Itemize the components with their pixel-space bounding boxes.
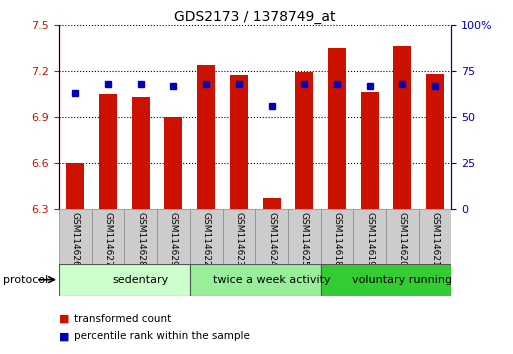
Text: GSM114621: GSM114621 bbox=[430, 212, 440, 266]
Bar bbox=[157, 209, 190, 264]
Text: GSM114629: GSM114629 bbox=[169, 212, 178, 266]
Text: GSM114625: GSM114625 bbox=[300, 212, 309, 266]
Bar bbox=[59, 264, 190, 296]
Bar bbox=[386, 209, 419, 264]
Bar bbox=[393, 46, 411, 209]
Bar bbox=[165, 117, 183, 209]
Bar bbox=[197, 65, 215, 209]
Bar bbox=[190, 209, 223, 264]
Bar bbox=[321, 209, 353, 264]
Bar bbox=[190, 264, 321, 296]
Bar bbox=[99, 94, 117, 209]
Bar bbox=[66, 163, 84, 209]
Bar bbox=[353, 209, 386, 264]
Text: ■: ■ bbox=[59, 331, 69, 341]
Text: sedentary: sedentary bbox=[113, 275, 169, 285]
Bar bbox=[59, 209, 92, 264]
Bar bbox=[321, 264, 451, 296]
Bar bbox=[263, 198, 281, 209]
Text: GSM114618: GSM114618 bbox=[332, 212, 342, 267]
Bar bbox=[419, 209, 451, 264]
Bar bbox=[132, 97, 150, 209]
Text: GSM114628: GSM114628 bbox=[136, 212, 145, 266]
Text: GSM114626: GSM114626 bbox=[71, 212, 80, 266]
Bar bbox=[328, 48, 346, 209]
Text: voluntary running: voluntary running bbox=[352, 275, 452, 285]
Text: GSM114623: GSM114623 bbox=[234, 212, 243, 266]
Text: percentile rank within the sample: percentile rank within the sample bbox=[74, 331, 250, 341]
Bar bbox=[295, 72, 313, 209]
Text: protocol: protocol bbox=[3, 275, 48, 285]
Text: GSM114622: GSM114622 bbox=[202, 212, 211, 266]
Text: GSM114627: GSM114627 bbox=[104, 212, 112, 266]
Text: GSM114624: GSM114624 bbox=[267, 212, 276, 266]
Text: transformed count: transformed count bbox=[74, 314, 172, 324]
Title: GDS2173 / 1378749_at: GDS2173 / 1378749_at bbox=[174, 10, 336, 24]
Bar bbox=[92, 209, 125, 264]
Bar bbox=[255, 209, 288, 264]
Text: ■: ■ bbox=[59, 314, 69, 324]
Bar bbox=[124, 209, 157, 264]
Text: twice a week activity: twice a week activity bbox=[213, 275, 330, 285]
Bar bbox=[230, 75, 248, 209]
Bar bbox=[223, 209, 255, 264]
Bar bbox=[288, 209, 321, 264]
Text: GSM114620: GSM114620 bbox=[398, 212, 407, 266]
Bar bbox=[361, 92, 379, 209]
Text: GSM114619: GSM114619 bbox=[365, 212, 374, 267]
Bar bbox=[426, 74, 444, 209]
